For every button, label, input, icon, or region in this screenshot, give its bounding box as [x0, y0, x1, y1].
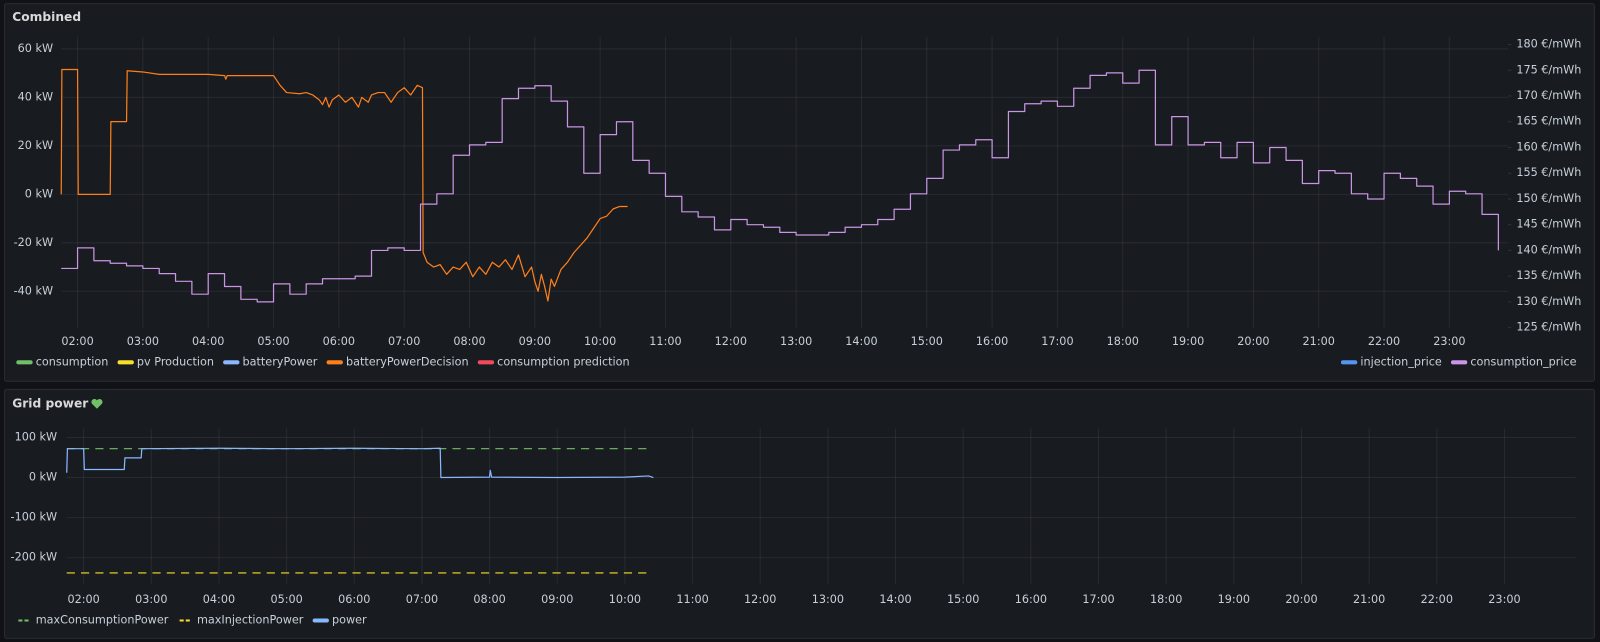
x-tick-label: 02:00	[67, 593, 99, 606]
y2-tick-label: 125 €/mWh	[1516, 321, 1581, 334]
x-tick-label: 20:00	[1237, 335, 1269, 348]
x-tick-label: 06:00	[323, 335, 355, 348]
x-tick-label: 23:00	[1488, 593, 1520, 606]
x-tick-label: 21:00	[1303, 335, 1335, 348]
x-tick-label: 15:00	[911, 335, 943, 348]
y-tick-label: 60 kW	[18, 42, 53, 55]
x-tick-label: 15:00	[947, 593, 979, 606]
legend-label: maxInjectionPower	[197, 613, 304, 626]
y2-tick-label: 145 €/mWh	[1516, 218, 1581, 231]
y2-tick-label: 135 €/mWh	[1516, 269, 1581, 282]
y2-tick-label: 130 €/mWh	[1516, 295, 1581, 308]
x-tick-label: 09:00	[541, 593, 573, 606]
x-tick-label: 05:00	[270, 593, 302, 606]
x-tick-label: 10:00	[609, 593, 641, 606]
panel-title: Grid power	[12, 397, 88, 411]
y-tick-label: 0 kW	[29, 471, 57, 484]
x-tick-label: 16:00	[976, 335, 1008, 348]
x-tick-label: 14:00	[845, 335, 877, 348]
x-tick-label: 23:00	[1433, 335, 1465, 348]
legend-label: consumption prediction	[497, 355, 630, 368]
x-tick-label: 12:00	[715, 335, 747, 348]
legend-label: batteryPowerDecision	[346, 355, 469, 368]
y2-tick-label: 155 €/mWh	[1516, 166, 1581, 179]
x-tick-label: 20:00	[1285, 593, 1317, 606]
legend-label: consumption_price	[1470, 355, 1576, 368]
y-tick-label: 100 kW	[15, 430, 58, 443]
legend-label: consumption	[36, 355, 109, 368]
y2-tick-label: 150 €/mWh	[1516, 192, 1581, 205]
y-tick-label: 20 kW	[18, 139, 53, 152]
y-tick-label: -100 kW	[11, 511, 58, 524]
y-tick-label: -40 kW	[14, 284, 53, 297]
panel-title: Combined	[12, 10, 81, 24]
x-tick-label: 16:00	[1015, 593, 1047, 606]
health-icon	[91, 398, 103, 409]
x-tick-label: 19:00	[1172, 335, 1204, 348]
series-line	[66, 447, 654, 479]
panel	[4, 3, 1595, 382]
x-tick-label: 02:00	[61, 335, 93, 348]
x-tick-label: 03:00	[135, 593, 167, 606]
x-tick-label: 11:00	[649, 335, 681, 348]
legend-label: power	[332, 613, 367, 626]
series-line	[61, 69, 1499, 303]
x-tick-label: 09:00	[519, 335, 551, 348]
x-tick-label: 07:00	[406, 593, 438, 606]
y-tick-label: -20 kW	[14, 236, 53, 249]
x-tick-label: 10:00	[584, 335, 616, 348]
panel	[4, 388, 1595, 639]
x-tick-label: 13:00	[780, 335, 812, 348]
x-tick-label: 03:00	[127, 335, 159, 348]
y2-tick-label: 165 €/mWh	[1516, 115, 1581, 128]
x-tick-label: 08:00	[473, 593, 505, 606]
x-tick-label: 08:00	[453, 335, 485, 348]
x-tick-label: 11:00	[676, 593, 708, 606]
x-tick-label: 04:00	[203, 593, 235, 606]
x-tick-label: 14:00	[879, 593, 911, 606]
legend-label: batteryPower	[243, 355, 318, 368]
x-tick-label: 07:00	[388, 335, 420, 348]
y-tick-label: -200 kW	[11, 551, 58, 564]
y2-tick-label: 160 €/mWh	[1516, 140, 1581, 153]
x-tick-label: 18:00	[1107, 335, 1139, 348]
x-tick-label: 22:00	[1421, 593, 1453, 606]
x-tick-label: 19:00	[1218, 593, 1250, 606]
y2-tick-label: 140 €/mWh	[1516, 243, 1581, 256]
y2-tick-label: 170 €/mWh	[1516, 89, 1581, 102]
x-tick-label: 12:00	[744, 593, 776, 606]
y2-tick-label: 175 €/mWh	[1516, 63, 1581, 76]
legend-label: injection_price	[1360, 355, 1442, 368]
x-tick-label: 13:00	[812, 593, 844, 606]
x-tick-label: 18:00	[1150, 593, 1182, 606]
x-tick-label: 17:00	[1041, 335, 1073, 348]
x-tick-label: 05:00	[257, 335, 289, 348]
x-tick-label: 04:00	[192, 335, 224, 348]
y2-tick-label: 180 €/mWh	[1516, 38, 1581, 51]
x-tick-label: 22:00	[1368, 335, 1400, 348]
legend-label: pv Production	[137, 355, 214, 368]
y-tick-label: 0 kW	[25, 187, 53, 200]
y-tick-label: 40 kW	[18, 90, 53, 103]
x-tick-label: 21:00	[1353, 593, 1385, 606]
x-tick-label: 06:00	[338, 593, 370, 606]
legend-label: maxConsumptionPower	[36, 613, 169, 626]
x-tick-label: 17:00	[1082, 593, 1114, 606]
series-line	[60, 68, 628, 302]
